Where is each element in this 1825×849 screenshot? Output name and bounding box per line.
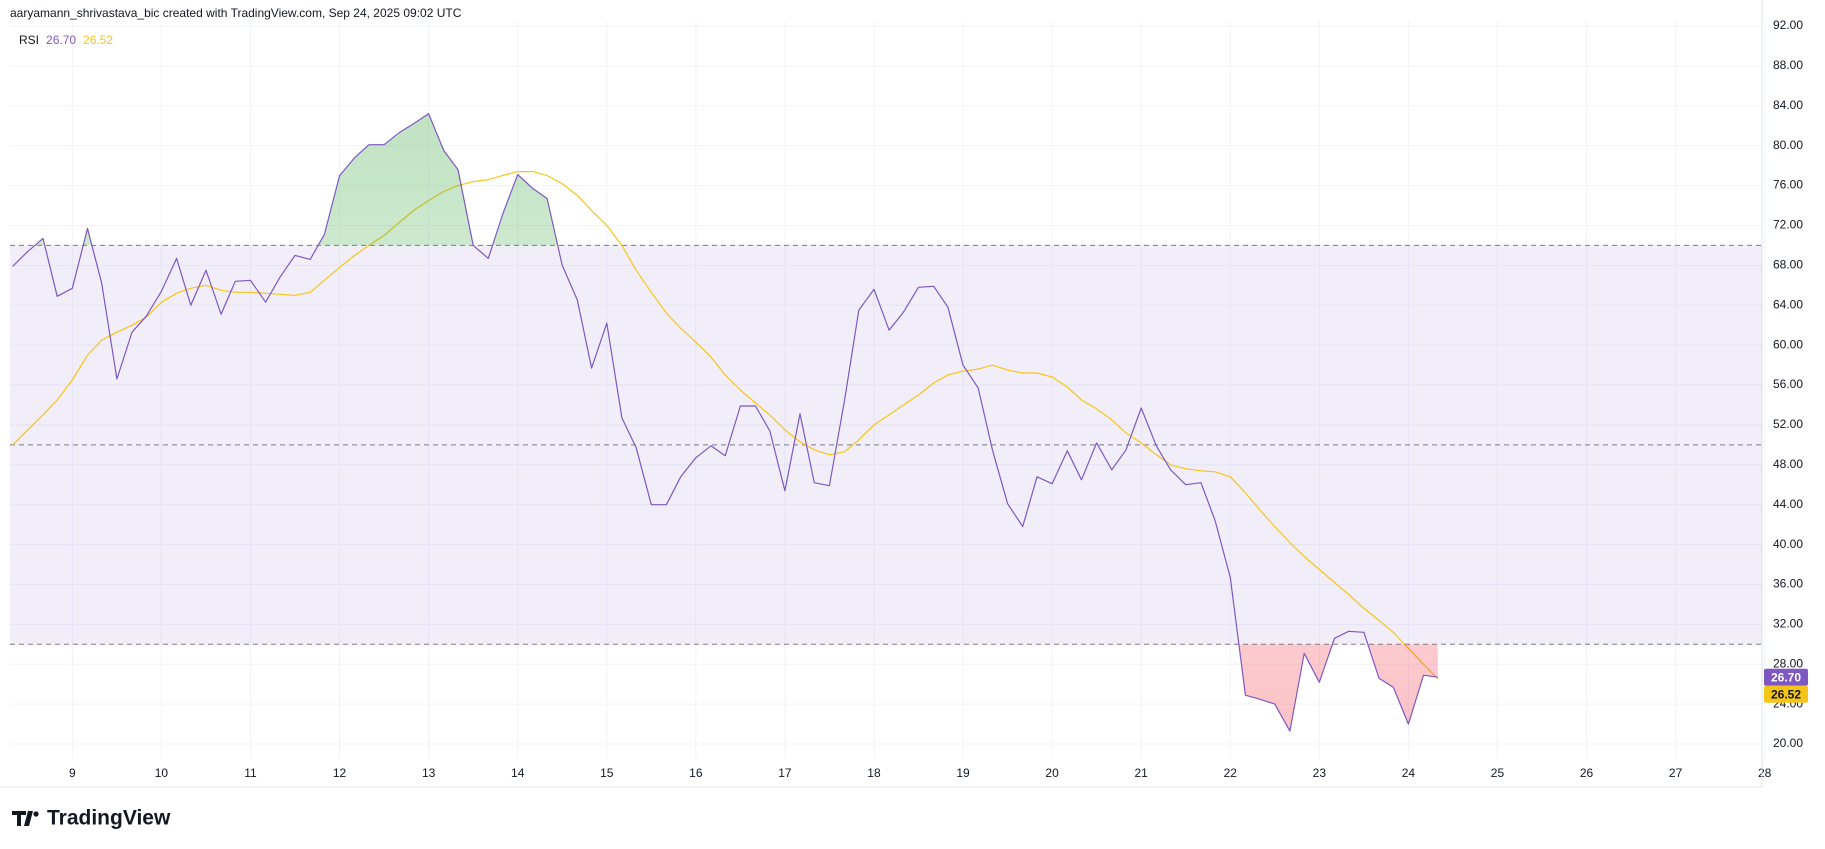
x-tick-label: 24 [1402,766,1416,780]
y-tick-label: 92.00 [1773,18,1803,32]
y-tick-label: 88.00 [1773,58,1803,72]
y-tick-label: 60.00 [1773,337,1803,351]
x-tick-label: 11 [244,766,257,780]
price-label: 26.70 [1771,670,1801,684]
y-tick-label: 20.00 [1773,736,1803,750]
overbought-fill [34,113,558,246]
y-tick-label: 76.00 [1773,178,1803,192]
y-tick-label: 56.00 [1773,377,1803,391]
y-tick-label: 72.00 [1773,218,1803,232]
x-tick-label: 25 [1491,766,1505,780]
oversold-fill [12,644,1438,732]
y-tick-label: 84.00 [1773,98,1803,112]
y-tick-label: 52.00 [1773,417,1803,431]
y-tick-label: 64.00 [1773,297,1803,311]
x-tick-label: 15 [600,766,614,780]
x-tick-label: 26 [1580,766,1594,780]
price-label-box [1764,685,1808,703]
y-tick-label: 80.00 [1773,138,1803,152]
x-tick-label: 27 [1669,766,1683,780]
y-tick-label: 36.00 [1773,577,1803,591]
x-tick-label: 13 [422,766,436,780]
x-tick-label: 14 [511,766,525,780]
price-label-box [1764,668,1808,686]
x-tick-label: 17 [778,766,792,780]
x-tick-label: 20 [1045,766,1059,780]
series-line [12,113,1438,732]
x-tick-label: 19 [956,766,970,780]
x-tick-label: 18 [867,766,881,780]
logo-text: TradingView [47,807,171,830]
legend-value: 26.70 [46,33,76,47]
y-tick-label: 44.00 [1773,497,1803,511]
series-line [12,171,1439,680]
legend-value: 26.52 [83,33,113,47]
y-tick-label: 32.00 [1773,617,1803,631]
y-tick-label: 68.00 [1773,258,1803,272]
x-tick-label: 21 [1135,766,1149,780]
logo: TradingView [12,807,171,830]
x-tick-label: 9 [69,766,76,780]
y-tick-label: 28.00 [1773,656,1803,670]
x-tick-label: 12 [333,766,347,780]
x-tick-label: 28 [1758,766,1772,780]
x-tick-label: 10 [155,766,169,780]
y-tick-label: 40.00 [1773,537,1803,551]
price-label: 26.52 [1771,687,1801,701]
x-tick-label: 16 [689,766,703,780]
legend-name: RSI [19,33,39,47]
x-tick-label: 22 [1224,766,1238,780]
x-tick-label: 23 [1313,766,1327,780]
header: aaryamann_shrivastava_bic created with T… [10,6,462,20]
y-tick-label: 48.00 [1773,457,1803,471]
